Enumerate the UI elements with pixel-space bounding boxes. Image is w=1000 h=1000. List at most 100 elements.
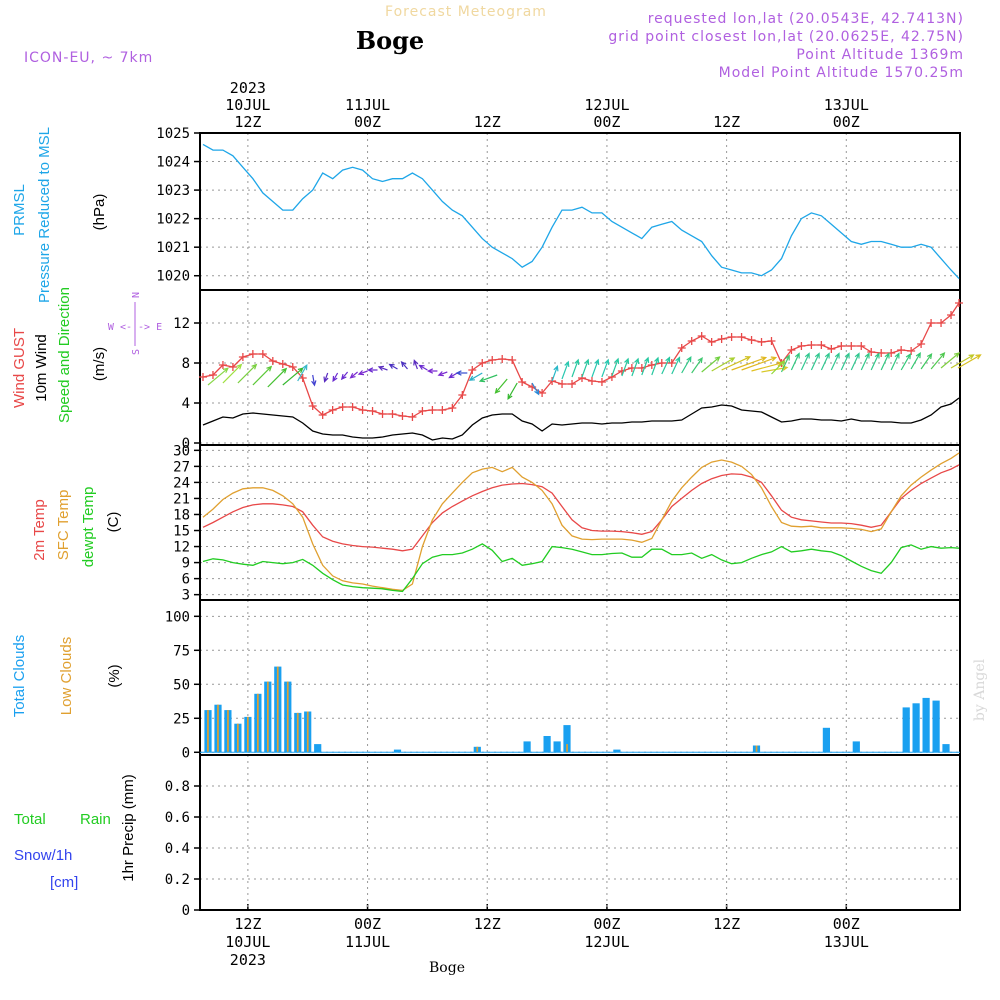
wind-direction-arrow — [701, 356, 721, 373]
wind-gust-marker — [817, 341, 826, 349]
pressure-ytick-label: 1020 — [156, 269, 190, 285]
temp-unit-label: (C) — [105, 512, 122, 533]
clouds-panel: 0 25 50 75 100 — [165, 599, 961, 761]
wind-gust-marker — [687, 337, 696, 345]
temp-ytick-label: 30 — [173, 443, 190, 459]
wind-direction-arrow — [621, 357, 630, 377]
wind-gust-marker — [308, 402, 317, 410]
cloud-labels: Total Clouds Low Clouds (%) — [11, 635, 123, 718]
wind-gust-marker — [378, 410, 387, 418]
wind-ytick-label: 4 — [182, 396, 190, 412]
clouds-ytick-label: 100 — [165, 609, 190, 625]
wind-frame — [199, 289, 961, 446]
precip-unit-label: 1hr Precip (mm) — [120, 774, 137, 882]
precip-labels: Total Rain Snow/1h [cm] 1hr Precip (mm) — [14, 774, 137, 891]
clouds-ytick-label: 25 — [173, 711, 190, 727]
low-clouds-label: Low Clouds — [58, 637, 75, 715]
wind-10m-label: 10m Wind — [33, 334, 50, 402]
snow-label: Snow/1h — [14, 847, 72, 864]
wind-gust-marker — [548, 377, 557, 385]
top-time-label: 2023 — [230, 79, 266, 97]
wind-direction-arrow — [651, 356, 660, 376]
wind-ytick-label: 8 — [182, 356, 190, 372]
wind-direction-arrow — [388, 363, 398, 370]
temp-ytick-label: 15 — [173, 524, 190, 540]
wind-gust-marker — [707, 338, 716, 346]
wind-10m-line — [202, 397, 960, 441]
wind-gust-marker — [398, 412, 407, 420]
wind-direction-arrow — [880, 352, 890, 371]
wind-gust-marker — [418, 407, 427, 415]
temp-ytick-label: 27 — [173, 459, 190, 475]
pressure-line — [202, 143, 960, 280]
wind-ytick-label: 0 — [182, 436, 190, 452]
pressure-ytick-label: 1023 — [156, 183, 190, 199]
model-altitude: Model Point Altitude 1570.25m — [719, 65, 964, 81]
wind-direction-arrow — [591, 358, 600, 378]
wind-direction-arrow — [418, 364, 428, 371]
compass-north: N — [131, 292, 142, 298]
wind-gust-marker — [338, 403, 347, 411]
wind-panel: 0 4 8 12 — [173, 289, 961, 452]
temp-ytick-label: 12 — [173, 540, 190, 556]
bottom-time-label: 00Z — [833, 915, 860, 933]
wind-gust-marker — [518, 378, 527, 386]
wind-gust-marker — [647, 361, 656, 369]
top-time-label: 10JUL — [225, 96, 270, 114]
pressure-label-prmsl: PRMSL — [11, 184, 28, 236]
wind-direction-arrow — [751, 361, 784, 372]
wind-gust-marker — [907, 347, 916, 355]
wind-gust-marker — [727, 333, 736, 341]
wind-gust-marker — [278, 360, 287, 368]
wind-direction-arrow — [311, 374, 317, 387]
total-cloud-bar — [314, 744, 322, 753]
wind-direction-arrow — [340, 371, 349, 381]
total-cloud-bar — [922, 697, 930, 753]
wind-gust-marker — [558, 380, 567, 388]
total-cloud-bar — [822, 727, 830, 753]
wind-dir-label: Speed and Direction — [56, 287, 73, 423]
precip-ytick-label: 0 — [182, 903, 190, 919]
wind-direction-arrow — [367, 367, 378, 373]
wind-direction-arrow — [830, 352, 840, 371]
wind-gust-marker — [328, 406, 337, 414]
wind-direction-arrow — [940, 352, 961, 369]
wind-gust-marker — [697, 332, 706, 340]
low-cloud-bar — [247, 716, 249, 753]
bottom-time-label: 12Z — [234, 915, 261, 933]
cloud-unit-label: (%) — [106, 664, 123, 687]
wind-direction-arrow — [850, 352, 860, 371]
wind-direction-arrow — [478, 374, 498, 383]
pressure-ytick-label: 1024 — [156, 155, 190, 171]
wind-gust-marker — [498, 355, 507, 363]
wind-direction-arrow — [507, 382, 518, 400]
low-cloud-bar — [296, 712, 299, 753]
wind-gust-marker — [717, 335, 726, 343]
wind-gust-marker — [388, 410, 397, 418]
wind-direction-arrow — [671, 356, 681, 375]
low-cloud-bar — [237, 723, 239, 753]
low-cloud-bar — [217, 704, 219, 753]
wind-direction-arrow — [531, 382, 540, 396]
wind-gust-marker — [955, 299, 964, 307]
precip-panel: 0 0.2 0.4 0.6 0.8 — [165, 754, 961, 919]
wind-direction-arrow — [840, 352, 850, 371]
wind-direction-arrow — [581, 358, 590, 378]
clouds-ytick-label: 50 — [173, 677, 190, 693]
dewpt-label: dewpt Temp — [80, 487, 97, 568]
total-clouds-label: Total Clouds — [11, 635, 28, 718]
watermark: by Angel — [972, 658, 988, 721]
wind-gust-marker — [617, 367, 626, 375]
wind-gust-marker — [218, 361, 227, 369]
pressure-ytick-label: 1021 — [156, 240, 190, 256]
temp-ytick-label: 6 — [182, 572, 190, 588]
low-cloud-bar — [257, 693, 259, 753]
precip-ytick-label: 0.4 — [165, 841, 190, 857]
wind-direction-arrow — [890, 352, 900, 371]
wind-gust-marker — [358, 406, 367, 414]
precip-total-label: Total — [14, 811, 46, 828]
wind-gust-marker — [208, 371, 217, 379]
dewpoint-line — [202, 543, 960, 593]
